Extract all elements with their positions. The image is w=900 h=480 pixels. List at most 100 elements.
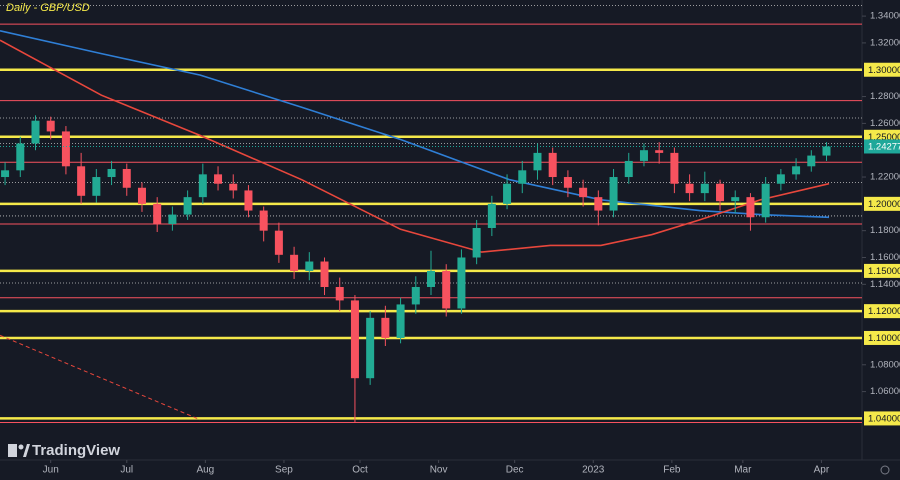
level-label-box xyxy=(864,196,900,211)
trendline xyxy=(0,334,201,421)
candle-body xyxy=(427,270,435,287)
x-tick-label: Apr xyxy=(814,465,830,476)
candle-body xyxy=(168,214,177,224)
candle-body xyxy=(472,227,481,258)
candle-body xyxy=(548,152,557,178)
moving-average xyxy=(0,39,830,253)
candle-body xyxy=(77,166,86,196)
y-tick-label: 1.16000 xyxy=(870,252,900,263)
candle-body xyxy=(563,177,572,188)
candle-body xyxy=(229,183,238,191)
y-tick-label: 1.34000 xyxy=(870,11,900,22)
logo-mark xyxy=(18,444,24,450)
candle-body xyxy=(244,190,253,211)
settings-icon[interactable] xyxy=(880,465,890,475)
candle-body xyxy=(594,197,603,211)
candle-body xyxy=(746,197,755,218)
candle-body xyxy=(320,261,329,287)
chart-title: Daily - GBP/USD xyxy=(6,2,90,14)
candle-body xyxy=(655,150,664,153)
y-tick-label: 1.28000 xyxy=(870,91,900,102)
candle-body xyxy=(350,300,359,379)
x-tick-label: Jun xyxy=(43,465,59,476)
candle-body xyxy=(716,183,725,202)
last-price-box xyxy=(864,139,900,154)
x-tick-label: Oct xyxy=(352,465,368,476)
candle-body xyxy=(579,187,588,198)
x-tick-label: Jul xyxy=(120,465,133,476)
x-tick-label: Aug xyxy=(196,465,214,476)
level-label: 1.20000 xyxy=(868,199,900,210)
candle-body xyxy=(639,150,648,161)
candle-body xyxy=(518,170,527,184)
candle-body xyxy=(457,257,466,309)
candle-body xyxy=(122,168,131,188)
candle-body xyxy=(487,203,496,228)
x-tick-label: Nov xyxy=(430,465,448,476)
last-price-label: 1.24277 xyxy=(868,142,900,153)
candle-body xyxy=(31,120,40,144)
moving-average xyxy=(0,30,830,219)
candle-body xyxy=(16,143,25,171)
x-tick-label: Dec xyxy=(506,465,524,476)
candle-body xyxy=(411,286,420,305)
candle-body xyxy=(335,286,344,301)
candle-body xyxy=(183,197,192,215)
candle-body xyxy=(807,155,816,167)
candle-body xyxy=(792,166,801,175)
y-tick-label: 1.26000 xyxy=(870,118,900,129)
y-tick-label: 1.18000 xyxy=(870,225,900,236)
candle-body xyxy=(624,160,633,178)
x-tick-label: Mar xyxy=(734,465,752,476)
candle-body xyxy=(198,174,207,198)
candle-body xyxy=(305,261,314,271)
logo xyxy=(8,444,30,457)
candle-body xyxy=(61,131,70,167)
level-label: 1.25000 xyxy=(868,132,900,143)
candle-body xyxy=(46,120,55,132)
candle-body xyxy=(1,170,10,178)
candle-body xyxy=(107,168,116,178)
level-label: 1.10000 xyxy=(868,333,900,344)
candle-body xyxy=(92,177,101,196)
candle-body xyxy=(670,152,679,184)
y-tick-label: 1.06000 xyxy=(870,386,900,397)
level-label-box xyxy=(864,62,900,77)
x-tick-label: Feb xyxy=(663,465,681,476)
level-label-box xyxy=(864,304,900,319)
candle-body xyxy=(214,174,223,184)
logo-mark xyxy=(23,444,30,457)
candle-body xyxy=(137,187,146,204)
candle-body xyxy=(685,183,694,194)
x-tick-label: Sep xyxy=(275,465,293,476)
level-label-box xyxy=(864,411,900,426)
watermark: TradingView xyxy=(32,442,120,459)
level-label: 1.12000 xyxy=(868,306,900,317)
y-tick-label: 1.14000 xyxy=(870,279,900,290)
candle-body xyxy=(442,270,451,309)
x-tick-label: 2023 xyxy=(582,465,605,476)
candle-body xyxy=(366,317,375,379)
candle-body xyxy=(274,230,283,255)
candle-body xyxy=(381,317,390,338)
candle-body xyxy=(533,152,542,171)
candle-body xyxy=(153,203,162,224)
level-label: 1.04000 xyxy=(868,413,900,424)
logo-mark xyxy=(8,444,17,457)
candle-body xyxy=(396,304,405,338)
candle-body xyxy=(822,146,831,156)
plot-area xyxy=(0,4,862,423)
y-tick-label: 1.22000 xyxy=(870,172,900,183)
candle-body xyxy=(761,183,770,218)
level-label-box xyxy=(864,330,900,345)
candle-body xyxy=(776,174,785,184)
candle-body xyxy=(700,183,709,194)
candle-body xyxy=(503,183,512,204)
level-label-box xyxy=(864,263,900,278)
y-tick-label: 1.32000 xyxy=(870,37,900,48)
level-label: 1.15000 xyxy=(868,266,900,277)
candle-body xyxy=(731,197,740,202)
level-label: 1.30000 xyxy=(868,65,900,76)
